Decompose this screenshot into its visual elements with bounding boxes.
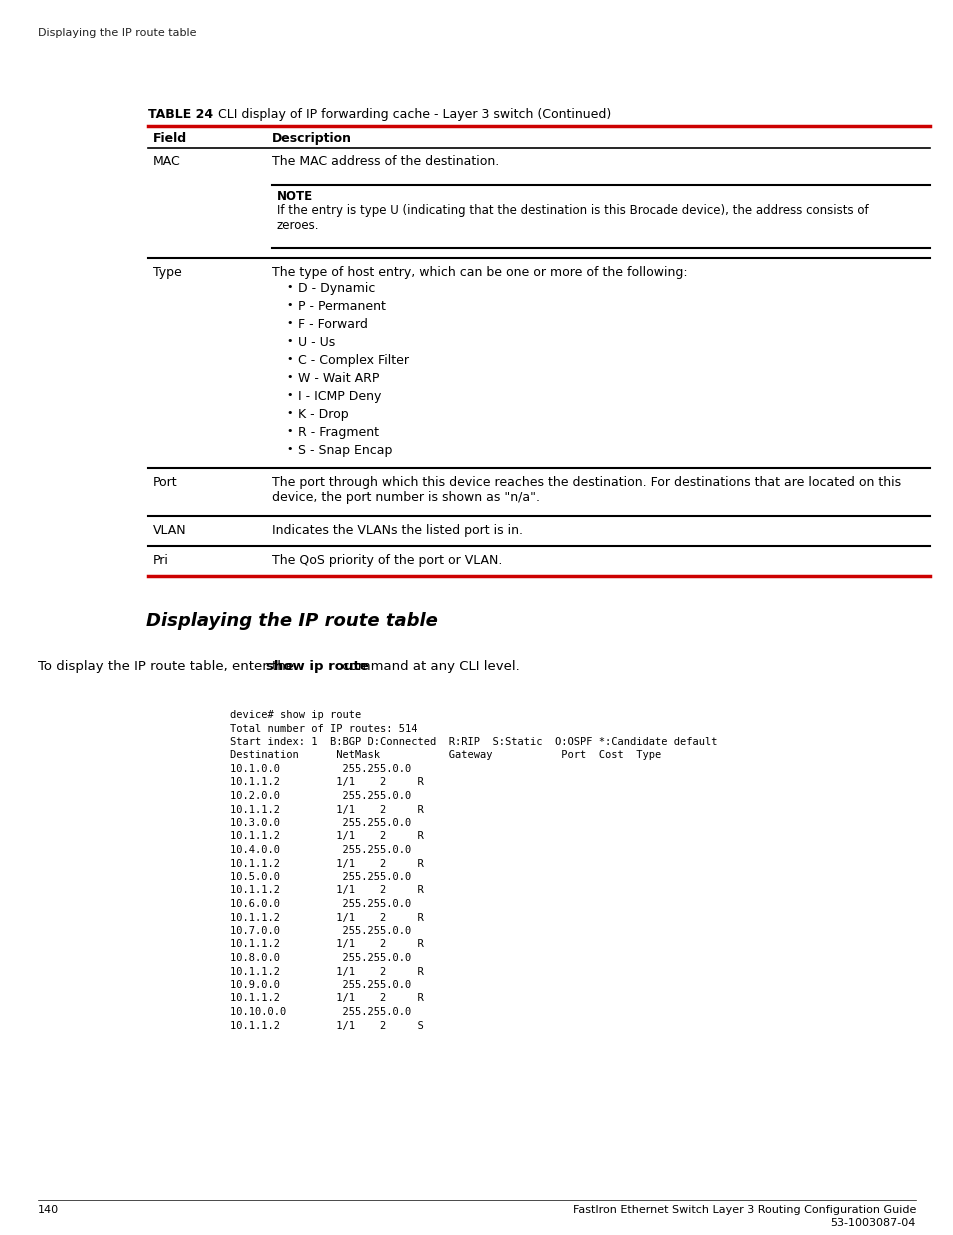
- Text: 10.1.1.2         1/1    2     S: 10.1.1.2 1/1 2 S: [230, 1020, 423, 1030]
- Text: device# show ip route: device# show ip route: [230, 710, 361, 720]
- Text: TABLE 24: TABLE 24: [148, 107, 213, 121]
- Text: U - Us: U - Us: [297, 336, 335, 350]
- Text: 10.1.1.2         1/1    2     R: 10.1.1.2 1/1 2 R: [230, 831, 423, 841]
- Text: D - Dynamic: D - Dynamic: [297, 282, 375, 295]
- Text: 10.10.0.0         255.255.0.0: 10.10.0.0 255.255.0.0: [230, 1007, 411, 1016]
- Text: •: •: [286, 300, 293, 310]
- Text: •: •: [286, 408, 293, 417]
- Text: Pri: Pri: [152, 555, 169, 567]
- Text: 10.1.1.2         1/1    2     R: 10.1.1.2 1/1 2 R: [230, 804, 423, 815]
- Text: S - Snap Encap: S - Snap Encap: [297, 445, 392, 457]
- Text: 10.9.0.0          255.255.0.0: 10.9.0.0 255.255.0.0: [230, 981, 411, 990]
- Text: Port: Port: [152, 475, 177, 489]
- Text: •: •: [286, 336, 293, 346]
- Text: VLAN: VLAN: [152, 524, 187, 537]
- Text: 10.1.0.0          255.255.0.0: 10.1.0.0 255.255.0.0: [230, 764, 411, 774]
- Text: NOTE: NOTE: [276, 190, 313, 203]
- Text: •: •: [286, 317, 293, 329]
- Text: 10.6.0.0          255.255.0.0: 10.6.0.0 255.255.0.0: [230, 899, 411, 909]
- Text: The port through which this device reaches the destination. For destinations tha: The port through which this device reach…: [272, 475, 901, 504]
- Text: Destination      NetMask           Gateway           Port  Cost  Type: Destination NetMask Gateway Port Cost Ty…: [230, 751, 660, 761]
- Text: F - Forward: F - Forward: [297, 317, 368, 331]
- Text: R - Fragment: R - Fragment: [297, 426, 378, 438]
- Text: Displaying the IP route table: Displaying the IP route table: [146, 613, 437, 630]
- Text: K - Drop: K - Drop: [297, 408, 348, 421]
- Text: show ip route: show ip route: [265, 659, 368, 673]
- Text: 53-1003087-04: 53-1003087-04: [830, 1218, 915, 1228]
- Text: command at any CLI level.: command at any CLI level.: [337, 659, 518, 673]
- Text: FastIron Ethernet Switch Layer 3 Routing Configuration Guide: FastIron Ethernet Switch Layer 3 Routing…: [572, 1205, 915, 1215]
- Text: The type of host entry, which can be one or more of the following:: The type of host entry, which can be one…: [272, 266, 687, 279]
- Text: Indicates the VLANs the listed port is in.: Indicates the VLANs the listed port is i…: [272, 524, 522, 537]
- Text: 10.1.1.2         1/1    2     R: 10.1.1.2 1/1 2 R: [230, 940, 423, 950]
- Text: •: •: [286, 445, 293, 454]
- Text: MAC: MAC: [152, 156, 180, 168]
- Text: Type: Type: [152, 266, 182, 279]
- Text: 10.1.1.2         1/1    2     R: 10.1.1.2 1/1 2 R: [230, 913, 423, 923]
- Text: Field: Field: [152, 132, 187, 144]
- Text: •: •: [286, 354, 293, 364]
- Text: 10.4.0.0          255.255.0.0: 10.4.0.0 255.255.0.0: [230, 845, 411, 855]
- Text: The QoS priority of the port or VLAN.: The QoS priority of the port or VLAN.: [272, 555, 502, 567]
- Text: 10.5.0.0          255.255.0.0: 10.5.0.0 255.255.0.0: [230, 872, 411, 882]
- Text: The MAC address of the destination.: The MAC address of the destination.: [272, 156, 498, 168]
- Text: Total number of IP routes: 514: Total number of IP routes: 514: [230, 724, 417, 734]
- Text: 10.1.1.2         1/1    2     R: 10.1.1.2 1/1 2 R: [230, 885, 423, 895]
- Text: C - Complex Filter: C - Complex Filter: [297, 354, 409, 367]
- Text: 10.8.0.0          255.255.0.0: 10.8.0.0 255.255.0.0: [230, 953, 411, 963]
- Text: 10.1.1.2         1/1    2     R: 10.1.1.2 1/1 2 R: [230, 858, 423, 868]
- Text: If the entry is type U (indicating that the destination is this Brocade device),: If the entry is type U (indicating that …: [276, 204, 868, 232]
- Text: 10.7.0.0          255.255.0.0: 10.7.0.0 255.255.0.0: [230, 926, 411, 936]
- Text: P - Permanent: P - Permanent: [297, 300, 385, 312]
- Text: 140: 140: [38, 1205, 59, 1215]
- Text: 10.1.1.2         1/1    2     R: 10.1.1.2 1/1 2 R: [230, 778, 423, 788]
- Text: I - ICMP Deny: I - ICMP Deny: [297, 390, 381, 403]
- Text: 10.2.0.0          255.255.0.0: 10.2.0.0 255.255.0.0: [230, 790, 411, 802]
- Text: CLI display of IP forwarding cache - Layer 3 switch (Continued): CLI display of IP forwarding cache - Lay…: [210, 107, 611, 121]
- Text: Description: Description: [272, 132, 352, 144]
- Text: W - Wait ARP: W - Wait ARP: [297, 372, 379, 385]
- Text: To display the IP route table, enter the: To display the IP route table, enter the: [38, 659, 298, 673]
- Text: 10.3.0.0          255.255.0.0: 10.3.0.0 255.255.0.0: [230, 818, 411, 827]
- Text: •: •: [286, 372, 293, 382]
- Text: 10.1.1.2         1/1    2     R: 10.1.1.2 1/1 2 R: [230, 993, 423, 1004]
- Text: 10.1.1.2         1/1    2     R: 10.1.1.2 1/1 2 R: [230, 967, 423, 977]
- Text: •: •: [286, 426, 293, 436]
- Text: Start index: 1  B:BGP D:Connected  R:RIP  S:Static  O:OSPF *:Candidate default: Start index: 1 B:BGP D:Connected R:RIP S…: [230, 737, 717, 747]
- Text: •: •: [286, 282, 293, 291]
- Text: •: •: [286, 390, 293, 400]
- Text: Displaying the IP route table: Displaying the IP route table: [38, 28, 196, 38]
